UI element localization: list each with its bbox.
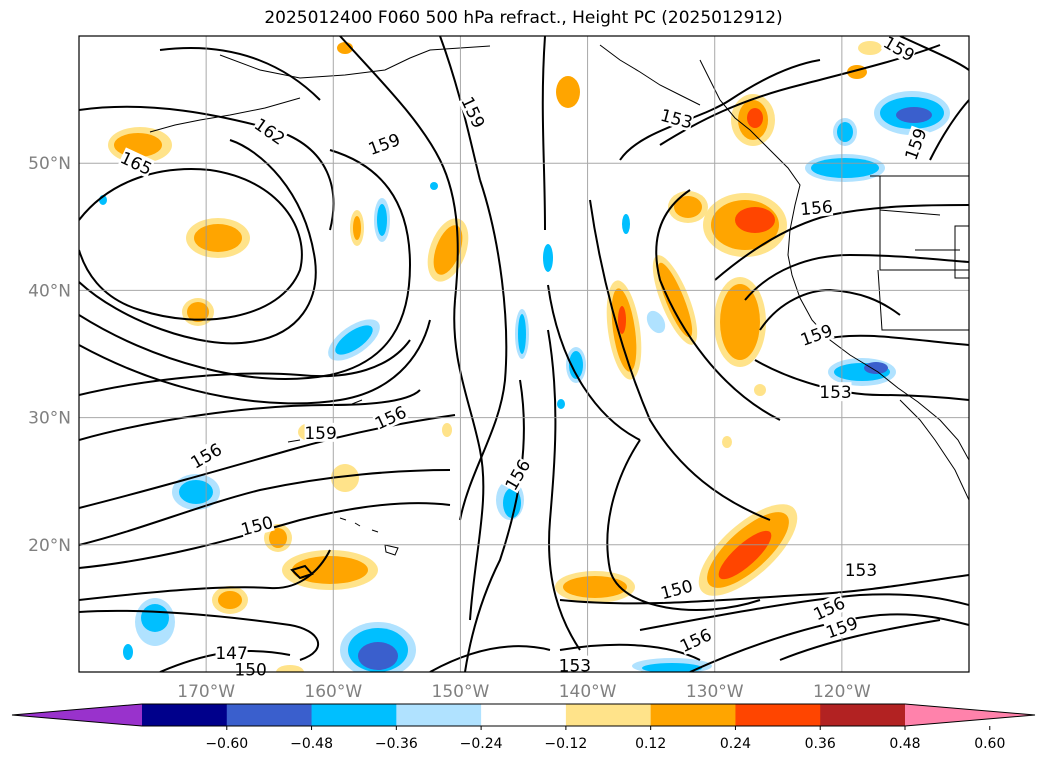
colorbar-tick-label: −0.12 bbox=[544, 736, 587, 752]
colorbar-tick-label: −0.36 bbox=[375, 736, 418, 752]
chart-title: 2025012400 F060 500 hPa refract., Height… bbox=[264, 8, 783, 28]
colorbar-extend-low bbox=[12, 704, 142, 726]
colorbar-box bbox=[565, 704, 652, 726]
colorbar-box bbox=[142, 704, 228, 726]
colorbar-tick-label: 0.48 bbox=[889, 736, 920, 752]
longitude-tick-labels: 170°W 160°W 150°W 140°W 130°W 120°W bbox=[177, 682, 871, 702]
lon-tick-label: 130°W bbox=[686, 682, 744, 702]
map-frame bbox=[78, 35, 970, 673]
contour-label: 153 bbox=[559, 655, 591, 677]
svg-text:147: 147 bbox=[215, 644, 247, 664]
colorbar: −0.60 −0.48 −0.36 −0.24 −0.12 0.12 0.24 0.36 0.4… bbox=[11, 703, 1036, 752]
lat-lon-grid bbox=[79, 36, 969, 672]
lat-tick-label: 30°N bbox=[28, 409, 71, 429]
colorbar-tick-label: 0.60 bbox=[974, 736, 1005, 752]
colorbar-box bbox=[481, 704, 567, 726]
colorbar-tick-label: 0.12 bbox=[635, 736, 666, 752]
contour-label: 159 bbox=[304, 422, 337, 444]
svg-text:153: 153 bbox=[559, 657, 591, 677]
svg-text:156: 156 bbox=[799, 197, 833, 220]
lon-tick-label: 150°W bbox=[432, 682, 490, 702]
lat-tick-label: 40°N bbox=[28, 281, 71, 301]
contour-label: 150 bbox=[234, 659, 267, 680]
svg-text:153: 153 bbox=[819, 383, 851, 403]
svg-text:159: 159 bbox=[304, 424, 336, 444]
lon-tick-label: 140°W bbox=[559, 682, 617, 702]
colorbar-extend-high bbox=[905, 704, 1035, 726]
contour-label: 153 bbox=[819, 382, 852, 403]
contour-label: 147 bbox=[215, 642, 248, 664]
colorbar-box bbox=[311, 704, 397, 726]
colorbar-tick-label: −0.48 bbox=[290, 736, 333, 752]
contour-label: 153 bbox=[845, 560, 877, 581]
lon-tick-label: 160°W bbox=[304, 682, 362, 702]
contour-label: 156 bbox=[799, 196, 834, 220]
colorbar-box bbox=[650, 704, 736, 726]
colorbar-tick-label: −0.24 bbox=[460, 736, 503, 752]
colorbar-tick-label: 0.36 bbox=[805, 736, 836, 752]
colorbar-box bbox=[735, 704, 821, 726]
colorbar-box bbox=[396, 704, 482, 726]
svg-text:153: 153 bbox=[845, 561, 877, 581]
lat-tick-label: 50°N bbox=[28, 154, 71, 174]
height-contours bbox=[79, 36, 969, 672]
lat-tick-label: 20°N bbox=[28, 536, 71, 556]
colorbar-box bbox=[226, 704, 313, 726]
svg-text:150: 150 bbox=[234, 660, 266, 680]
colorbar-outline bbox=[11, 703, 1036, 727]
lon-tick-label: 170°W bbox=[177, 682, 235, 702]
colorbar-tick-label: 0.24 bbox=[720, 736, 751, 752]
colorbar-box bbox=[820, 704, 906, 726]
colorbar-tick-label: −0.60 bbox=[205, 736, 248, 752]
lon-tick-label: 120°W bbox=[813, 682, 871, 702]
latitude-tick-labels: 20°N 30°N 40°N 50°N bbox=[28, 154, 71, 556]
